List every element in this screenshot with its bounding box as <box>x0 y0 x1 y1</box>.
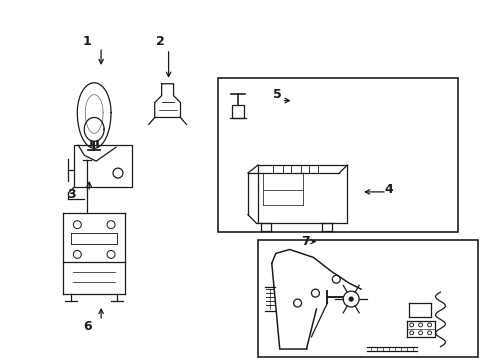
Bar <box>74 145 132 187</box>
Bar <box>232 105 244 118</box>
Text: 6: 6 <box>83 320 91 333</box>
Text: 3: 3 <box>67 188 76 201</box>
Circle shape <box>348 297 352 301</box>
Bar <box>218 78 457 231</box>
Text: 2: 2 <box>156 35 164 48</box>
Text: 1: 1 <box>82 35 91 48</box>
Text: 5: 5 <box>273 88 282 101</box>
Bar <box>257 239 477 357</box>
Text: 7: 7 <box>301 235 309 248</box>
Text: 4: 4 <box>384 184 392 197</box>
